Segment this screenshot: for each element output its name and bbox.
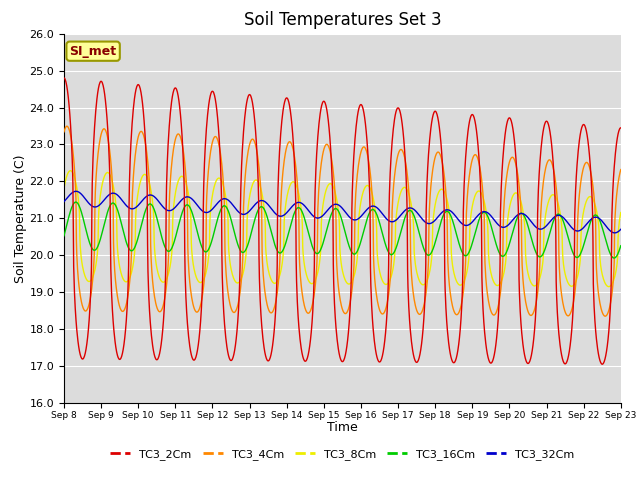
Y-axis label: Soil Temperature (C): Soil Temperature (C) [13,154,27,283]
Title: Soil Temperatures Set 3: Soil Temperatures Set 3 [244,11,441,29]
Text: SI_met: SI_met [70,45,116,58]
X-axis label: Time: Time [327,421,358,434]
Legend: TC3_2Cm, TC3_4Cm, TC3_8Cm, TC3_16Cm, TC3_32Cm: TC3_2Cm, TC3_4Cm, TC3_8Cm, TC3_16Cm, TC3… [106,444,579,464]
